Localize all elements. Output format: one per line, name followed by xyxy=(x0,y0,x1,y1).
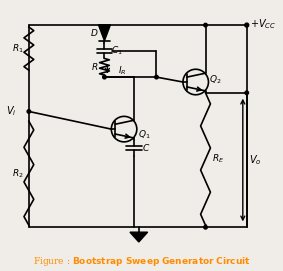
Circle shape xyxy=(245,23,249,27)
Circle shape xyxy=(204,225,207,229)
Text: $R_2$: $R_2$ xyxy=(12,167,24,179)
Polygon shape xyxy=(130,232,148,242)
Circle shape xyxy=(204,23,207,27)
Text: $Q_2$: $Q_2$ xyxy=(209,74,222,86)
Text: Figure : $\bf{Bootstrap\ Sweep\ Generator\ Circuit}$: Figure : $\bf{Bootstrap\ Sweep\ Generato… xyxy=(33,255,250,268)
Circle shape xyxy=(245,91,248,95)
Text: $C$: $C$ xyxy=(142,142,150,153)
Text: $R_1$: $R_1$ xyxy=(12,42,24,55)
Text: $I_R$: $I_R$ xyxy=(118,64,127,77)
Text: $R_E$: $R_E$ xyxy=(212,153,224,165)
Text: $+V_{CC}$: $+V_{CC}$ xyxy=(250,17,276,31)
Text: $D$: $D$ xyxy=(90,27,99,38)
Circle shape xyxy=(155,75,158,79)
Text: $V_o$: $V_o$ xyxy=(249,153,261,167)
Text: $R$: $R$ xyxy=(91,61,98,72)
Text: $Q_1$: $Q_1$ xyxy=(138,129,150,141)
Polygon shape xyxy=(98,25,110,41)
Circle shape xyxy=(27,110,31,113)
Circle shape xyxy=(103,75,106,79)
Text: $V_i$: $V_i$ xyxy=(6,105,16,118)
Text: $C_1$: $C_1$ xyxy=(111,44,123,57)
